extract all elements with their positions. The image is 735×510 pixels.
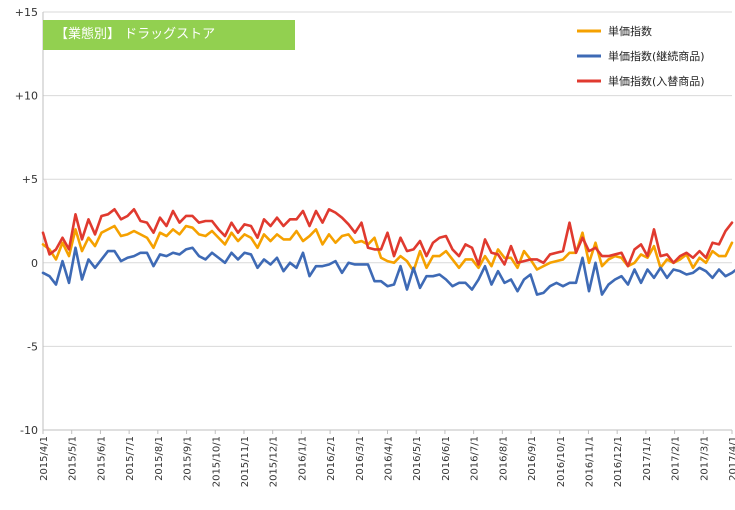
x-tick-label: 2015/12/1 (269, 436, 280, 487)
y-tick-label: -10 (20, 424, 38, 437)
x-tick-label: 2016/7/1 (470, 436, 481, 481)
x-tick-label: 2016/12/1 (613, 436, 624, 487)
x-tick-label: 2016/8/1 (498, 436, 509, 481)
x-tick-label: 2015/10/1 (211, 436, 222, 487)
title-box (43, 20, 295, 50)
x-tick-label: 2017/1/1 (642, 436, 653, 481)
x-tick-label: 2016/2/1 (326, 436, 337, 481)
series-line-3 (41, 208, 734, 268)
x-tick-label: 2016/5/1 (412, 436, 423, 481)
x-tick-label: 2015/8/1 (154, 436, 165, 481)
x-tick-label: 2017/4/1 (728, 436, 735, 481)
chart-title: 【業態別】 ドラッグストア (55, 27, 216, 42)
x-tick-label: 2016/3/1 (355, 436, 366, 481)
x-tick-label: 2016/1/1 (297, 436, 308, 481)
x-tick-label: 2017/3/1 (699, 436, 710, 481)
y-tick-label: +15 (15, 6, 38, 19)
series-line-2 (41, 246, 735, 296)
x-tick-label: 2016/6/1 (441, 436, 452, 481)
y-tick-label: -5 (27, 340, 38, 353)
series-line-1 (41, 224, 734, 273)
y-tick-label: +5 (22, 173, 38, 186)
legend-label: 単価指数(継続商品) (608, 49, 705, 63)
x-tick-label: 2016/11/1 (584, 436, 595, 487)
y-tick-label: +10 (15, 90, 38, 103)
x-tick-label: 2017/2/1 (671, 436, 682, 481)
x-tick-label: 2016/4/1 (384, 436, 395, 481)
x-tick-label: 2015/7/1 (125, 436, 136, 481)
legend-label: 単価指数(入替商品) (608, 74, 705, 88)
x-tick-label: 2016/9/1 (527, 436, 538, 481)
axes: -10 -5 0 +5 +10 +15 2015/4/1 2015/5/1 2015/6/1 20… (15, 6, 735, 487)
x-tick-label: 2015/4/1 (39, 436, 50, 481)
legend-label: 単価指数 (608, 24, 652, 38)
x-tick-label: 2016/10/1 (556, 436, 567, 487)
x-tick-label: 2015/11/1 (240, 436, 251, 487)
x-tick-label: 2015/6/1 (96, 436, 107, 481)
y-tick-label: 0 (31, 257, 38, 270)
series-lines (41, 208, 735, 296)
x-tick-label: 2015/9/1 (183, 436, 194, 481)
x-tick-label: 2015/5/1 (68, 436, 79, 481)
